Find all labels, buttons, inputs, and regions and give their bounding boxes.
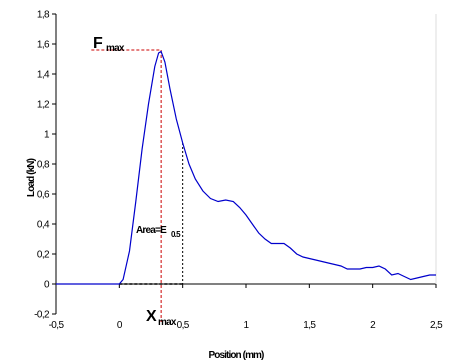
y-tick-label: 1,2 <box>37 100 50 111</box>
y-tick-label: 0,2 <box>37 250 50 261</box>
x-ticks: -0,5 0 0,5 1 1,5 2 2,5 <box>49 284 444 331</box>
y-tick-label: 1,6 <box>37 40 50 51</box>
y-axis-title: Load (kN) <box>26 158 37 197</box>
xmax-label-sub: max <box>158 317 177 328</box>
x-tick-label: 1 <box>244 320 250 331</box>
y-tick-label: 0,8 <box>37 160 50 171</box>
series-points <box>55 51 436 285</box>
x-tick-label: 0,5 <box>177 320 190 331</box>
y-tick-label: -0,2 <box>34 310 50 321</box>
fmax-label-sub: max <box>106 43 125 54</box>
area-label: Area=E 0.5 <box>136 225 182 239</box>
y-tick-label: 1,4 <box>37 70 50 81</box>
x-tick-label: 1,5 <box>303 320 316 331</box>
x-tick-label: 0 <box>117 320 123 331</box>
series-line-load <box>56 50 436 285</box>
y-tick-label: 1 <box>44 130 50 141</box>
area-label-sub: 0.5 <box>171 230 181 239</box>
x-tick-label: 2 <box>370 320 376 331</box>
annotation-lines <box>91 49 184 322</box>
y-ticks: -0,2 0 0,2 0,4 0,6 0,8 1 1,2 1,4 1,6 1,8 <box>34 10 56 321</box>
y-tick-label: 1,8 <box>37 10 50 21</box>
x-tick-label: 2,5 <box>430 320 443 331</box>
xmax-label-main: X <box>146 308 157 325</box>
fmax-label: F max <box>93 35 126 54</box>
y-tick-label: 0 <box>44 280 50 291</box>
y-tick-label: 0,6 <box>37 190 50 201</box>
x-tick-label: -0,5 <box>49 320 65 331</box>
xmax-label: X max <box>146 308 178 328</box>
plot-area: -0,2 0 0,2 0,4 0,6 0,8 1 1,2 1,4 1,6 1,8 -0,5 0 0,5 1… <box>34 10 444 332</box>
y-tick-label: 0,4 <box>37 220 50 231</box>
x-axis-title: Position (mm) <box>209 350 265 361</box>
area-label-main: Area=E <box>136 225 167 236</box>
fmax-label-main: F <box>93 35 103 52</box>
